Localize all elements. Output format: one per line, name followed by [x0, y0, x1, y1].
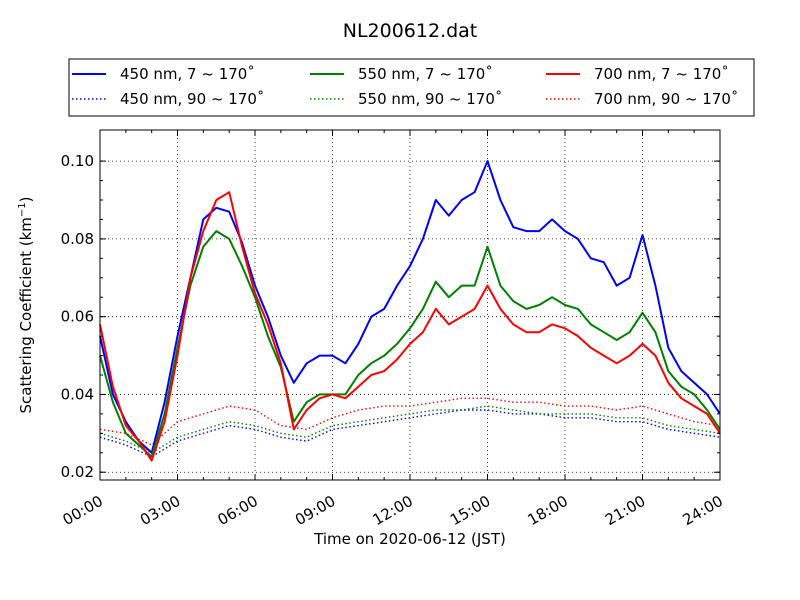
chart-title: NL200612.dat — [343, 20, 478, 42]
y-axis-label-exponent: −1 — [17, 202, 28, 217]
series-line — [99, 160, 721, 454]
y-tick-label: 0.06 — [61, 308, 94, 326]
x-axis-label: Time on 2020-06-12 (JST) — [313, 530, 506, 548]
x-tick-label: 21:00 — [602, 492, 648, 529]
y-tick-label: 0.08 — [61, 230, 94, 248]
y-tick-label: 0.04 — [61, 385, 94, 403]
x-tick-label: 03:00 — [137, 492, 183, 529]
legend-label: 700 nm, 90 ~ 170˚ — [594, 90, 738, 108]
y-axis-label-text: Scattering Coefficient (km — [17, 217, 35, 413]
legend-label: 550 nm, 7 ~ 170˚ — [358, 65, 493, 83]
series-line — [99, 191, 721, 462]
x-tick-label: 12:00 — [370, 492, 416, 529]
y-axis-label: Scattering Coefficient (km−1) — [17, 196, 35, 413]
x-tick-label: 24:00 — [680, 492, 726, 529]
legend-box — [68, 58, 755, 117]
series-line — [99, 405, 721, 454]
x-tick-label: 00:00 — [60, 492, 106, 529]
y-tick-label: 0.10 — [61, 152, 94, 170]
x-tick-label: 09:00 — [292, 492, 338, 529]
x-tick-label: 15:00 — [447, 492, 493, 529]
plot-series — [99, 160, 721, 462]
legend: 450 nm, 7 ~ 170˚ 550 nm, 7 ~ 170˚ 700 nm, … — [72, 65, 738, 108]
x-tick-label: 06:00 — [215, 492, 261, 529]
legend-label: 550 nm, 90 ~ 170˚ — [358, 90, 502, 108]
y-axis-label-close: ) — [17, 196, 35, 202]
y-tick-label: 0.02 — [61, 463, 94, 481]
legend-label: 700 nm, 7 ~ 170˚ — [594, 65, 729, 83]
series-line — [99, 409, 721, 458]
ticks: 00:00 03:00 06:00 09:00 12:00 15:00 18:00 21:00… — [60, 130, 726, 529]
grid — [100, 130, 720, 480]
series-line — [99, 230, 721, 458]
legend-label: 450 nm, 7 ~ 170˚ — [120, 65, 255, 83]
legend-label: 450 nm, 90 ~ 170˚ — [120, 90, 264, 108]
series-line — [99, 397, 721, 446]
x-tick-label: 18:00 — [525, 492, 571, 529]
